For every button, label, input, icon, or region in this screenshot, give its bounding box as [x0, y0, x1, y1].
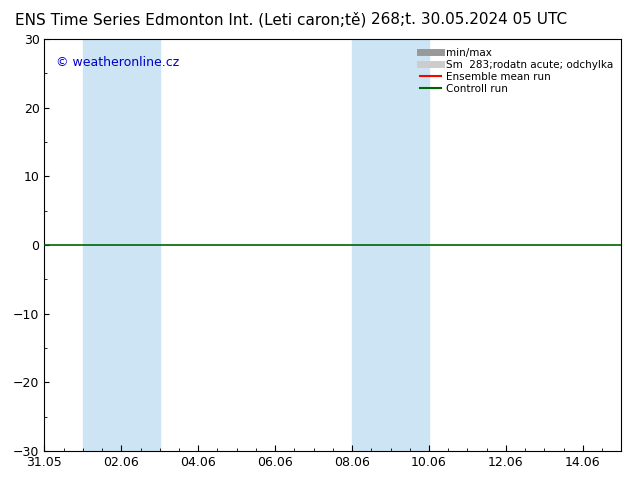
Text: © weatheronline.cz: © weatheronline.cz: [56, 56, 179, 69]
Text: 268;t. 30.05.2024 05 UTC: 268;t. 30.05.2024 05 UTC: [371, 12, 567, 27]
Bar: [83, 39, 160, 451]
Text: ENS Time Series Edmonton Int. (Leti caron;tě): ENS Time Series Edmonton Int. (Leti caro…: [15, 12, 366, 28]
Legend: min/max, Sm  283;rodatn acute; odchylka, Ensemble mean run, Controll run: min/max, Sm 283;rodatn acute; odchylka, …: [417, 45, 616, 97]
Bar: [352, 39, 429, 451]
